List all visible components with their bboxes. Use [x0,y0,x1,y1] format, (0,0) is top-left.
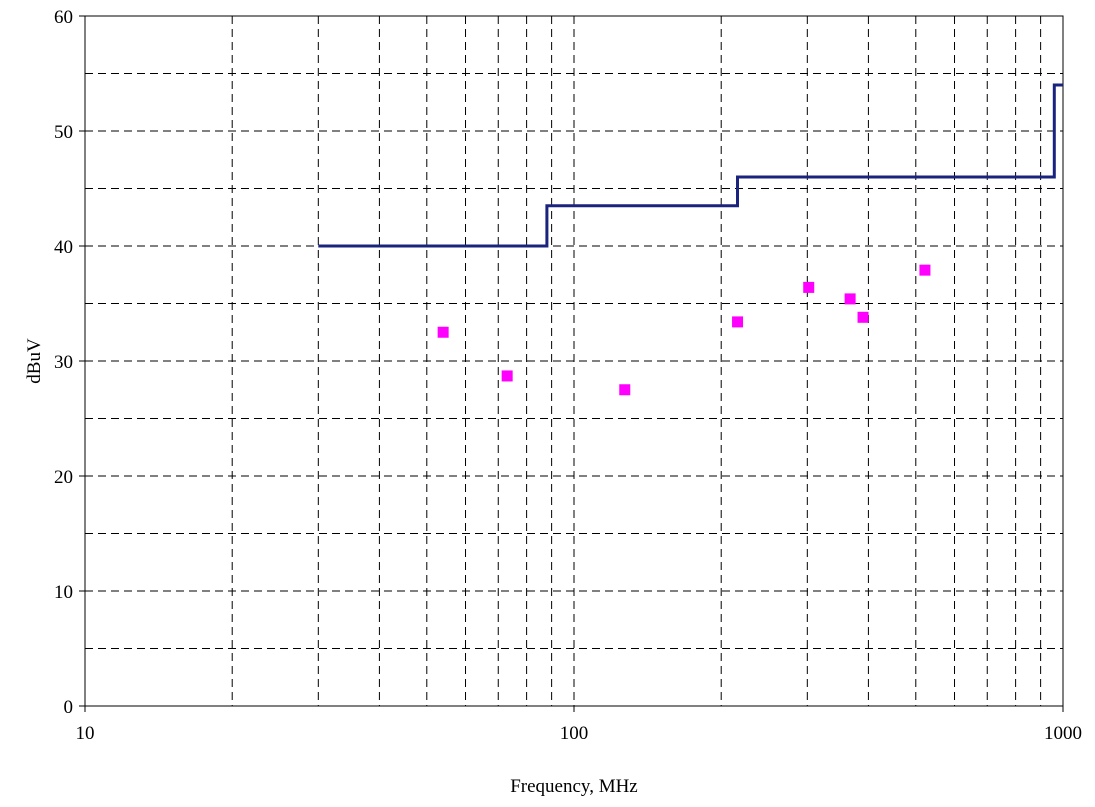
x-tick-label: 10 [76,723,95,744]
x-tick-labels: 10 100 1000 [76,706,1082,744]
measurement-points [437,264,931,396]
measurement-point [732,316,744,328]
y-tick-label: 50 [54,122,73,143]
y-tick-label: 20 [54,467,73,488]
x-tick-label: 100 [560,723,589,744]
y-axis-title: dBuV [24,338,45,384]
x-tick-label: 1000 [1044,723,1082,744]
y-tick-label: 0 [64,697,74,718]
y-tick-label: 60 [54,7,73,28]
y-tick-label: 10 [54,582,73,603]
y-tick-labels: 0 10 20 30 40 50 60 [54,7,85,718]
x-axis-title: Frequency, MHz [510,776,638,797]
limit-line [318,83,1063,248]
y-tick-label: 30 [54,352,73,373]
measurement-point [437,326,449,338]
measurement-point [844,293,856,305]
measurement-point [619,384,631,396]
limit-line-group [318,83,1063,248]
measurement-point [501,370,513,382]
measurement-point [857,311,869,323]
grid [85,16,1063,706]
y-tick-label: 40 [54,237,73,258]
measurement-point [803,281,815,293]
measurement-point [919,264,931,276]
